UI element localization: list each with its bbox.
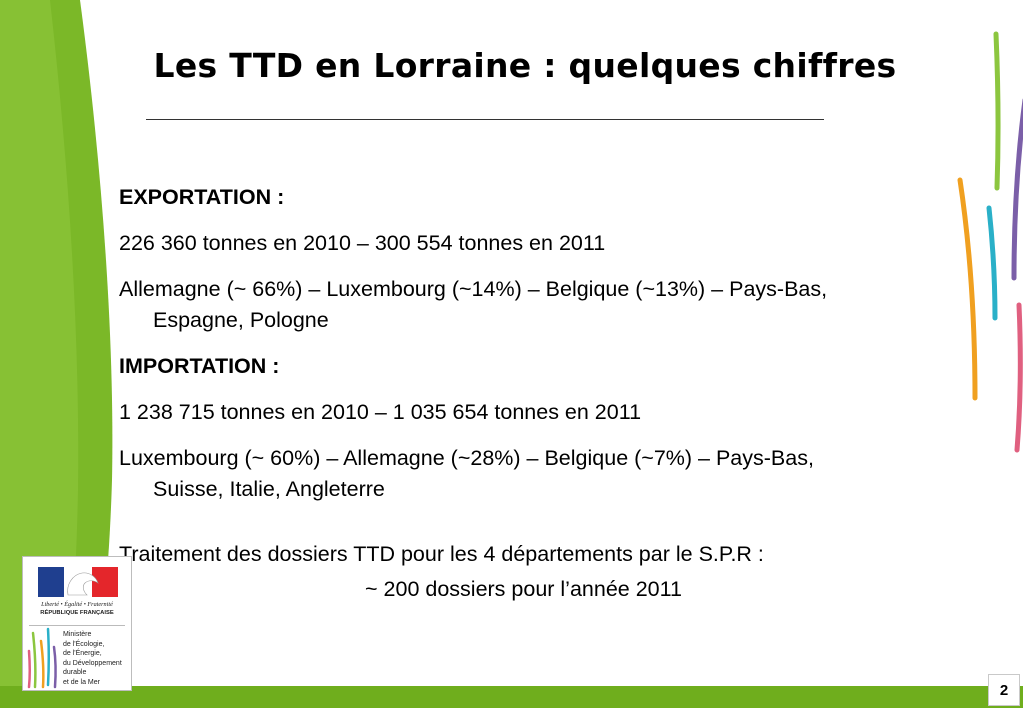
logo-divider bbox=[29, 625, 125, 626]
bottom-bar bbox=[0, 686, 1023, 708]
ministry-line: du Développement bbox=[63, 659, 122, 667]
ministry-line: Ministère bbox=[63, 631, 92, 638]
export-heading: EXPORTATION : bbox=[119, 185, 285, 209]
title-divider bbox=[146, 119, 824, 120]
export-tonnage: 226 360 tonnes en 2010 – 300 554 tonnes … bbox=[119, 231, 606, 255]
ministry-logo: Liberté • Égalité • Fraternité RÉPUBLIQU… bbox=[22, 556, 132, 691]
marianne-flag-icon bbox=[38, 567, 118, 597]
slide-title: Les TTD en Lorraine : quelques chiffres bbox=[153, 46, 897, 85]
ministry-line: de l'Énergie, bbox=[63, 650, 102, 658]
import-tonnage: 1 238 715 tonnes en 2010 – 1 035 654 ton… bbox=[119, 400, 642, 424]
ministry-line: de l'Écologie, bbox=[63, 640, 105, 648]
export-countries-line2: Espagne, Pologne bbox=[153, 308, 329, 332]
motto: Liberté • Égalité • Fraternité bbox=[41, 601, 113, 608]
ministry-name: Ministère de l'Écologie, de l'Énergie, d… bbox=[63, 630, 122, 688]
ministry-line: durable bbox=[63, 669, 87, 677]
import-heading: IMPORTATION : bbox=[119, 354, 280, 378]
ministry-strokes-icon bbox=[27, 627, 57, 689]
export-countries-line1: Allemagne (~ 66%) – Luxembourg (~14%) – … bbox=[119, 277, 828, 301]
decorative-strokes bbox=[957, 31, 1023, 453]
ministry-line: et de la Mer bbox=[63, 678, 100, 686]
import-countries-line2: Suisse, Italie, Angleterre bbox=[153, 477, 385, 501]
left-green-band bbox=[0, 0, 113, 708]
republic-text: Liberté • Égalité • Fraternité RÉPUBLIQU… bbox=[23, 601, 131, 617]
import-countries: Luxembourg (~ 60%) – Allemagne (~28%) – … bbox=[119, 443, 814, 505]
dossiers-line1: Traitement des dossiers TTD pour les 4 d… bbox=[119, 542, 764, 566]
dossiers-line2: ~ 200 dossiers pour l’année 2011 bbox=[365, 577, 682, 601]
page-number: 2 bbox=[988, 674, 1020, 706]
import-countries-line1: Luxembourg (~ 60%) – Allemagne (~28%) – … bbox=[119, 446, 814, 470]
export-countries: Allemagne (~ 66%) – Luxembourg (~14%) – … bbox=[119, 274, 827, 336]
republic-name: RÉPUBLIQUE FRANÇAISE bbox=[40, 610, 114, 616]
